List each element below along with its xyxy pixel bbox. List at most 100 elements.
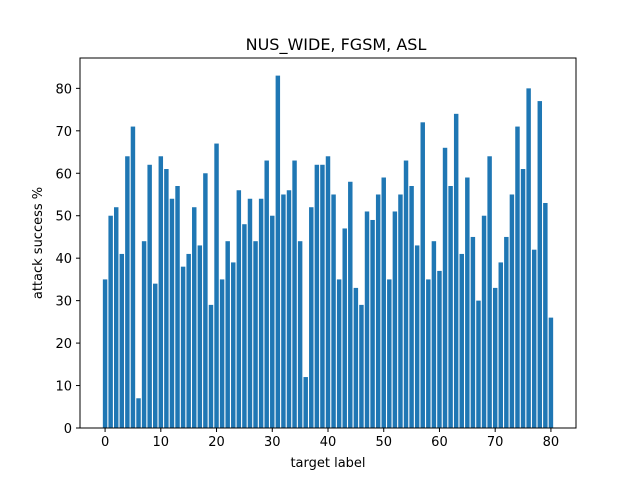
x-axis-label: target label [290, 456, 365, 471]
bar [186, 253, 191, 428]
bar [164, 169, 169, 428]
x-tick-label: 60 [431, 435, 448, 450]
bar [258, 198, 264, 428]
bar [219, 279, 225, 428]
bar [141, 241, 147, 428]
bar [403, 160, 409, 428]
bar [509, 194, 515, 428]
x-tick-label: 30 [264, 435, 281, 450]
bar [214, 143, 219, 429]
y-tick-label: 10 [55, 380, 72, 395]
x-tick-label: 20 [208, 435, 225, 450]
x-tick-label: 10 [153, 435, 170, 450]
bar [242, 224, 247, 428]
bar [325, 156, 331, 428]
bar [236, 190, 242, 428]
bar [147, 164, 152, 428]
bar [470, 236, 476, 428]
bar [492, 287, 498, 428]
bars-group [102, 75, 554, 429]
bar [264, 160, 269, 428]
y-tick-label: 60 [55, 167, 72, 182]
y-tick-label: 40 [55, 252, 72, 267]
bar [275, 75, 281, 429]
bar [409, 186, 414, 428]
bar [247, 198, 253, 428]
bar [281, 194, 286, 428]
bar [231, 262, 236, 428]
y-tick-label: 30 [55, 295, 72, 310]
bar [370, 219, 375, 428]
y-tick-label: 0 [64, 422, 72, 437]
bar [158, 156, 164, 428]
bar [336, 279, 342, 428]
y-tick-label: 50 [55, 210, 72, 225]
bar [442, 147, 448, 429]
bar [114, 207, 119, 428]
bar [481, 215, 487, 428]
bar [225, 241, 230, 428]
bar [414, 245, 420, 428]
y-axis-label: attack success % [31, 187, 46, 299]
bar [102, 279, 108, 428]
bar [169, 198, 175, 428]
bar [504, 236, 509, 428]
bar [348, 181, 353, 428]
x-tick-label: 0 [101, 435, 109, 450]
bar [381, 177, 386, 428]
x-tick-label: 80 [543, 435, 560, 450]
bar [420, 122, 425, 428]
bar [515, 126, 520, 428]
bar [309, 207, 314, 428]
bar [125, 156, 130, 428]
bar [303, 377, 308, 428]
y-tick-label: 80 [55, 82, 72, 97]
bar [342, 228, 347, 428]
bar [437, 270, 442, 428]
bar [292, 160, 297, 428]
bar [353, 287, 359, 428]
x-tick-label: 70 [487, 435, 504, 450]
bar [520, 169, 526, 428]
bar [180, 266, 186, 428]
bar [297, 241, 303, 428]
bar [453, 113, 459, 428]
y-tick-label: 70 [55, 125, 72, 140]
bar [203, 173, 208, 428]
chart-title: NUS_WIDE, FGSM, ASL [246, 35, 427, 55]
bar [208, 304, 214, 428]
bar [465, 177, 470, 428]
x-tick-label: 50 [375, 435, 392, 450]
bar [526, 88, 531, 429]
bar [359, 304, 364, 428]
bar [387, 279, 392, 428]
bar [476, 300, 481, 428]
bar [253, 241, 258, 428]
bar [548, 317, 554, 428]
bar [119, 253, 125, 428]
bar [431, 241, 437, 428]
bar [108, 215, 113, 428]
x-tick-label: 40 [320, 435, 337, 450]
bar [130, 126, 136, 428]
bar [175, 186, 180, 428]
bar [537, 101, 543, 428]
bar [531, 249, 537, 428]
bar [286, 190, 292, 428]
bar [197, 245, 203, 428]
bar [543, 202, 548, 428]
bar [426, 279, 431, 428]
bar [320, 164, 325, 428]
bar [392, 211, 398, 428]
x-axis-ticks: 0 10 20 30 40 50 60 70 80 [101, 428, 559, 450]
bar [270, 215, 275, 428]
y-axis-ticks: 0 10 20 30 40 50 60 70 80 [55, 82, 80, 437]
bar [153, 283, 158, 428]
bar [192, 207, 197, 428]
bar [331, 194, 336, 428]
bar [498, 262, 503, 428]
bar [136, 398, 141, 428]
bar [364, 211, 370, 428]
bar [314, 164, 320, 428]
